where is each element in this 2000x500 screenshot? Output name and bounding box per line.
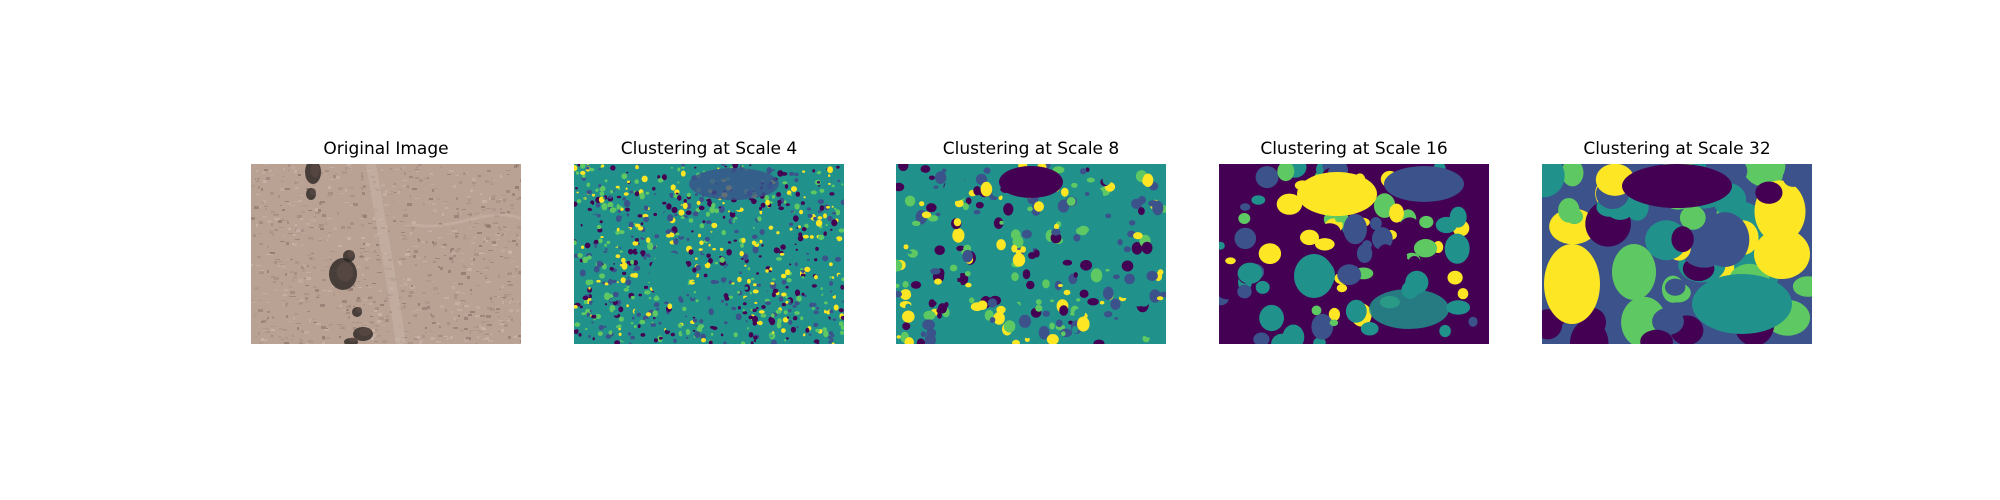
panel-title: Clustering at Scale 4 <box>620 139 798 159</box>
cluster-map-scale-32 <box>1542 164 1812 344</box>
panel-clustering-scale-16: Clustering at Scale 16 <box>1219 138 1489 344</box>
cluster-map-scale-4 <box>574 164 844 344</box>
panel-clustering-scale-4: Clustering at Scale 4 <box>574 138 844 344</box>
panel-title: Clustering at Scale 8 <box>942 139 1120 159</box>
cluster-map-scale-16 <box>1219 164 1489 344</box>
panel-title: Clustering at Scale 32 <box>1583 139 1771 159</box>
panel-title: Clustering at Scale 16 <box>1260 139 1448 159</box>
original-aerial-image <box>251 164 521 344</box>
panel-clustering-scale-32: Clustering at Scale 32 <box>1542 138 1812 344</box>
panel-title: Original Image <box>323 139 449 159</box>
cluster-map-scale-8 <box>896 164 1166 344</box>
panel-clustering-scale-8: Clustering at Scale 8 <box>896 138 1166 344</box>
panel-original-image: Original Image <box>251 138 521 344</box>
